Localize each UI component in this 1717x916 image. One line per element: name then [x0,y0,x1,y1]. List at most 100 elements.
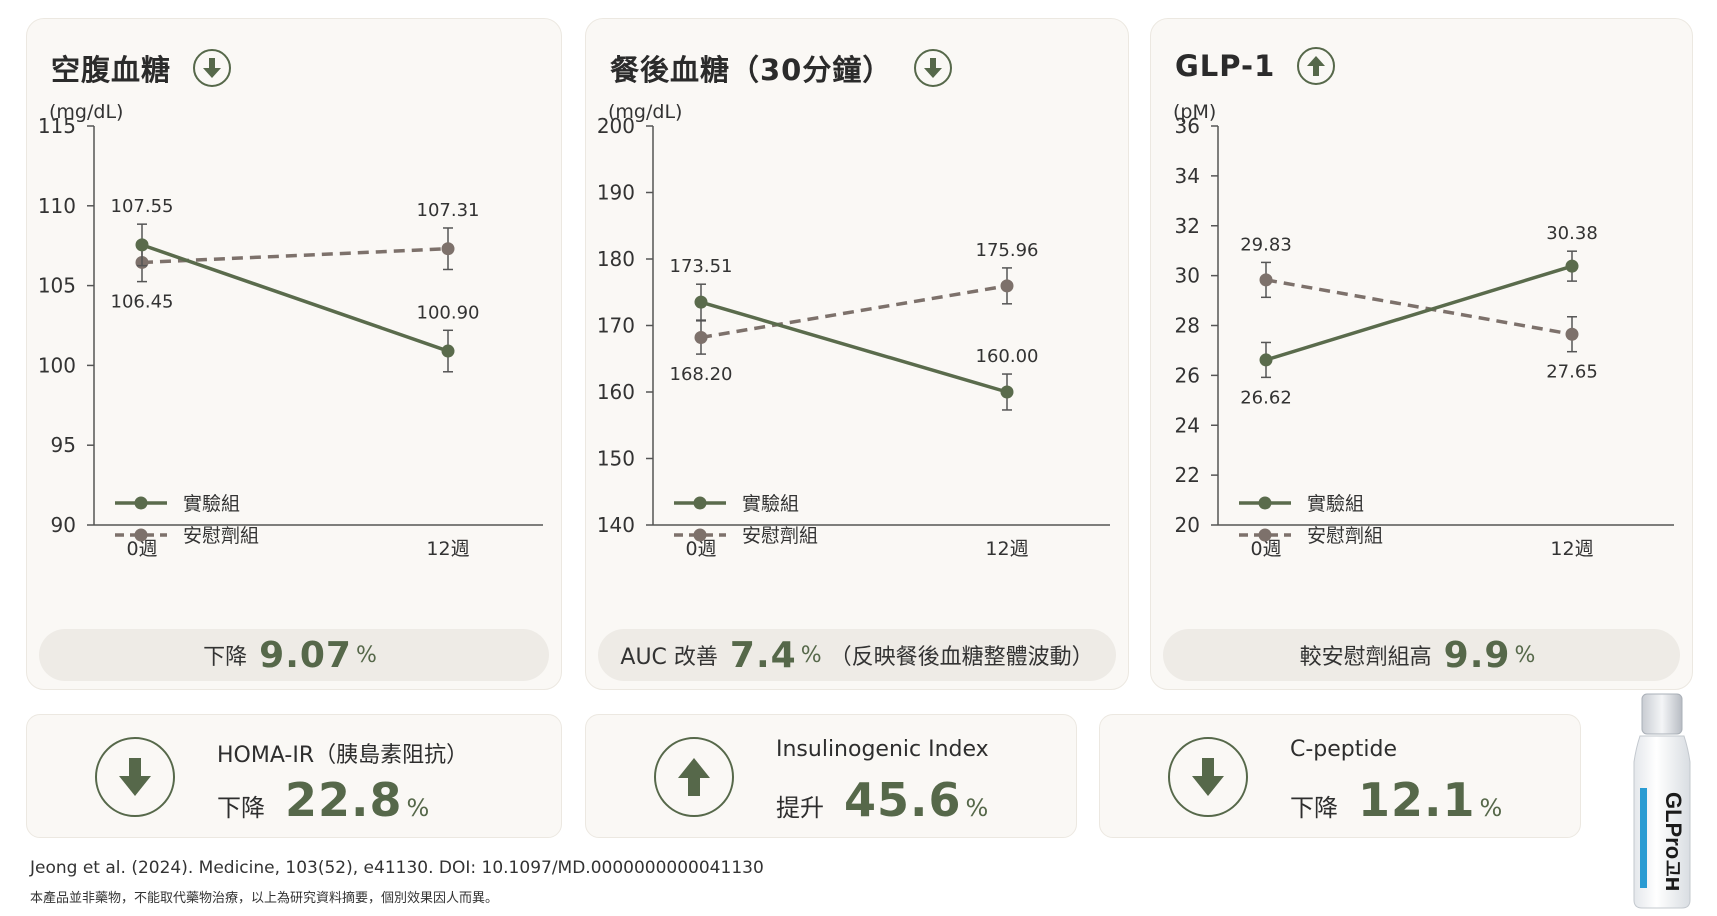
series-line-placebo [700,284,1008,340]
metric-direction: 下降 [217,794,265,822]
y-tick-label: 28 [1175,314,1200,338]
chart-title-text: 餐後血糖（30分鐘） [610,53,893,87]
product-brand: GLPro [1661,792,1686,859]
metric-unit: % [406,794,430,822]
x-tick-label: 0週 [685,538,716,560]
citation: Jeong et al. (2024). Medicine, 103(52), … [30,858,764,878]
product-sub: 고H [1661,860,1682,892]
data-label: 100.90 [417,302,480,323]
y-tick-label: 100 [38,353,76,377]
summary-value: 7.4 [729,634,797,676]
y-tick-label: 24 [1175,413,1200,437]
legend-marker [134,496,148,510]
metric-card-insulinogenic-index: Insulinogenic Index 提升 45.6 % [585,714,1077,838]
metric-name: C-peptide [1290,737,1398,762]
y-tick-label: 160 [597,380,635,404]
x-tick-label: 12週 [426,538,469,560]
data-point [1565,327,1579,341]
chart-title: 空腹血糖 [51,47,232,89]
summary-value: 9.9 [1443,634,1511,676]
arrow-down-icon [1168,737,1248,817]
legend-label: 實驗組 [742,493,799,515]
data-label: 173.51 [670,256,733,277]
chart-title-text: 空腹血糖 [51,53,172,87]
data-point [441,242,455,256]
metric-value: 45.6 [844,773,962,827]
y-tick-label: 26 [1175,363,1200,387]
chart-title-text: GLP-1 [1175,49,1276,83]
product-bottle-image: GLPro 고H [1633,693,1691,909]
data-point [1000,385,1014,399]
summary-value: 9.07 [259,634,352,676]
chart-card-fasting-glucose: 空腹血糖 (mg/dL) 90 95 100 105 110 115 0週 12週 106.45… [26,18,562,690]
series-line-experimental [700,300,1008,394]
y-tick-label: 190 [597,181,635,205]
summary-pill: AUC 改善 7.4 % （反映餐後血糖整體波動） [598,629,1116,681]
arrow-up-icon [654,737,734,817]
summary-pill: 下降 9.07 % [39,629,549,681]
data-point [694,295,708,309]
arrow-up-icon [1297,47,1336,85]
y-tick-label: 150 [597,447,635,471]
data-point [1000,279,1014,293]
y-tick-label: 36 [1175,114,1200,138]
data-label: 27.65 [1546,362,1598,383]
data-point [1259,273,1273,287]
legend-marker [1258,528,1272,542]
legend-label: 安慰劑組 [742,525,818,547]
y-tick-label: 200 [597,114,635,138]
legend-marker [134,528,148,542]
y-tick-label: 95 [51,433,76,457]
disclaimer: 本產品並非藥物，不能取代藥物治療，以上為研究資料摘要，個別效果因人而異。 [30,891,499,906]
line-chart: 140 150 160 170 180 190 200 0週 12週 168.20 175.96 17… [597,114,1110,560]
metric-direction: 提升 [776,794,824,822]
series-line-placebo [141,246,449,265]
summary-prefix: 下降 [203,645,248,670]
metric-value: 12.1 [1358,773,1476,827]
arrow-down-icon [95,737,175,817]
summary-pill: 較安慰劑組高 9.9 % [1163,629,1680,681]
chart-title: GLP-1 [1175,47,1336,85]
metric-unit: % [1479,794,1503,822]
summary-unit: % [800,642,822,668]
data-point [694,330,708,344]
chart-unit: (mg/dL) [49,101,124,123]
x-tick-label: 0週 [1250,538,1281,560]
summary-unit: % [1514,642,1536,668]
metric-value-line: 下降 12.1 % [1290,773,1502,827]
y-tick-label: 90 [51,513,76,537]
data-point [135,238,149,252]
series-line-placebo [1265,278,1573,336]
data-label: 30.38 [1546,223,1598,244]
chart-card-glp1: GLP-1 (pM) 20 22 24 26 28 30 32 34 36 0週 12週 29.83 2… [1150,18,1693,690]
data-label: 29.83 [1240,234,1292,255]
data-label: 107.31 [417,200,480,221]
data-label: 106.45 [111,292,174,313]
y-tick-label: 180 [597,247,635,271]
y-tick-label: 115 [38,114,76,138]
y-tick-label: 32 [1175,214,1200,238]
arrow-down-icon [914,49,953,87]
summary-suffix: （反映餐後血糖整體波動） [829,645,1094,670]
line-chart: 90 95 100 105 110 115 0週 12週 106.45 107.31 107.55 1… [38,114,543,560]
y-tick-label: 20 [1175,513,1200,537]
data-label: 107.55 [111,196,174,217]
x-tick-label: 0週 [126,538,157,560]
metric-card-c-peptide: C-peptide 下降 12.1 % [1099,714,1581,838]
data-label: 160.00 [976,346,1039,367]
chart-unit: (mg/dL) [608,101,683,123]
y-tick-label: 170 [597,314,635,338]
summary-prefix: AUC 改善 [620,645,718,670]
data-label: 26.62 [1240,387,1292,408]
series-line-experimental [1265,264,1573,362]
data-point [1259,353,1273,367]
x-tick-label: 12週 [1550,538,1593,560]
summary-unit: % [355,642,377,668]
chart-unit: (pM) [1173,101,1217,123]
y-tick-label: 34 [1175,164,1200,188]
metric-value-line: 下降 22.8 % [217,773,429,827]
data-point [441,344,455,358]
data-point [1565,259,1579,273]
metric-unit: % [965,794,989,822]
legend-marker [693,496,707,510]
